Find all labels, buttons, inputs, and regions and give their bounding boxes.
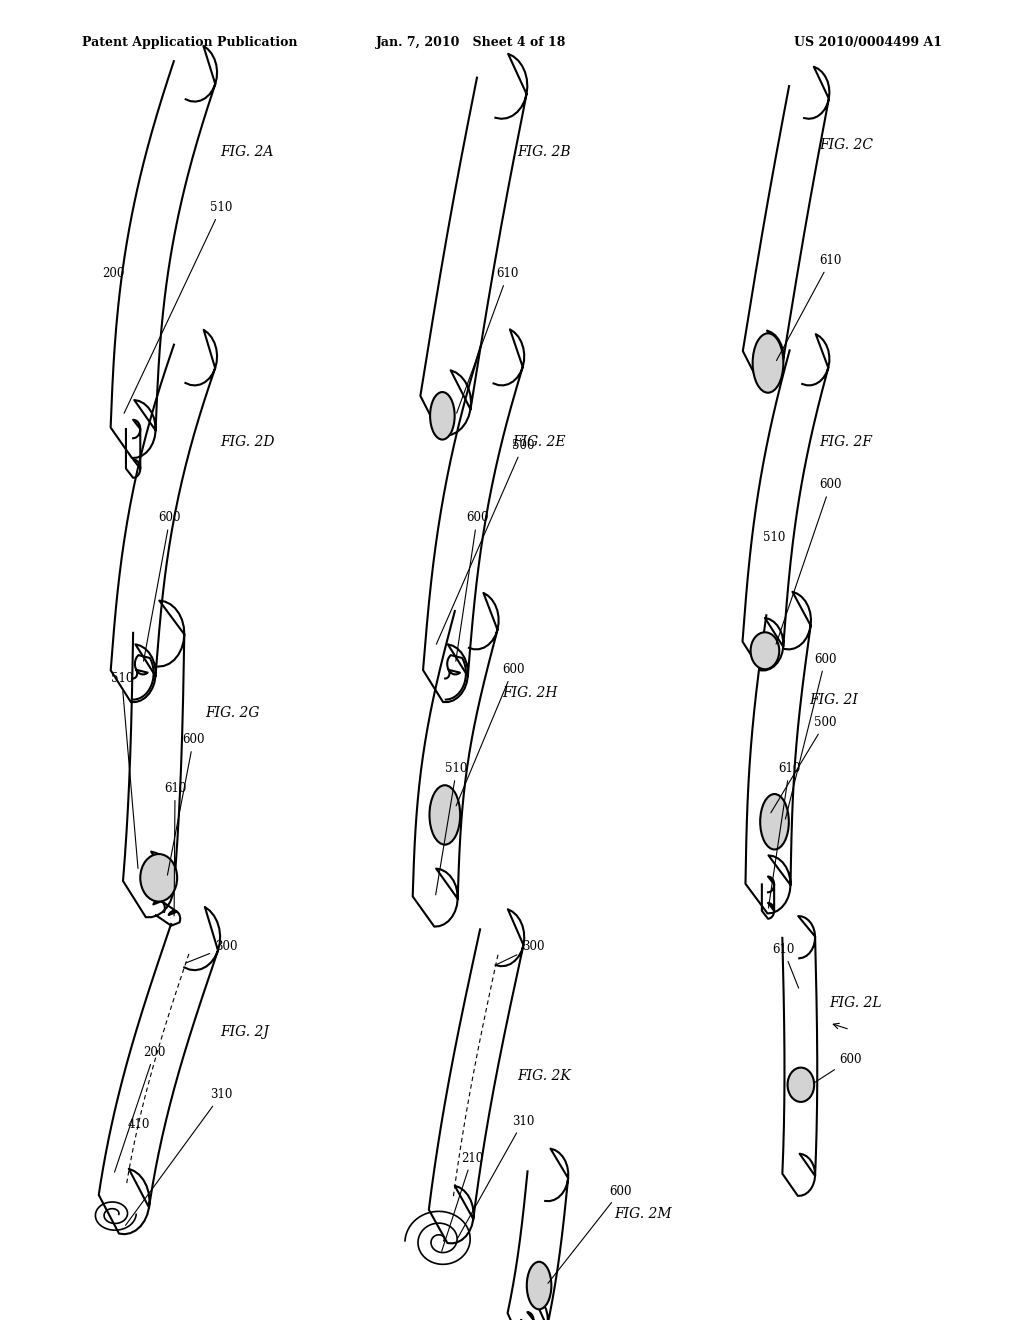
Text: 600: 600 [813,1052,862,1084]
Text: 600: 600 [785,652,837,818]
Text: 200: 200 [102,267,125,280]
Polygon shape [123,601,184,917]
Text: Jan. 7, 2010   Sheet 4 of 18: Jan. 7, 2010 Sheet 4 of 18 [376,36,566,49]
Polygon shape [111,330,217,702]
Ellipse shape [753,333,783,393]
Text: 300: 300 [185,940,238,964]
Polygon shape [508,1148,568,1320]
Text: 600: 600 [548,1184,632,1283]
Polygon shape [445,655,466,700]
Text: 510: 510 [124,201,232,413]
Text: Patent Application Publication: Patent Application Publication [82,36,297,49]
Text: US 2010/0004499 A1: US 2010/0004499 A1 [794,36,942,49]
Text: 510: 510 [763,531,785,544]
Text: 600: 600 [776,478,842,644]
Polygon shape [421,54,527,436]
Text: 510: 510 [111,672,138,869]
Text: 500: 500 [771,715,837,813]
Polygon shape [154,900,180,925]
Text: FIG. 2L: FIG. 2L [829,997,882,1010]
Circle shape [787,1068,814,1102]
Text: 310: 310 [458,1114,535,1238]
Polygon shape [111,46,217,458]
Text: 500: 500 [436,438,535,644]
Text: FIG. 2J: FIG. 2J [220,1026,269,1039]
Text: FIG. 2B: FIG. 2B [517,145,570,158]
Polygon shape [742,334,829,671]
Polygon shape [745,591,811,913]
Polygon shape [98,907,220,1234]
Polygon shape [521,1312,534,1320]
Ellipse shape [760,795,788,850]
Text: 610: 610 [768,762,801,908]
Text: 610: 610 [772,942,799,989]
Ellipse shape [430,392,455,440]
Text: FIG. 2K: FIG. 2K [517,1069,570,1082]
Circle shape [140,854,177,902]
Polygon shape [133,655,154,700]
Ellipse shape [526,1262,551,1309]
Polygon shape [413,593,499,927]
Text: 410: 410 [128,1118,151,1131]
Circle shape [751,632,779,669]
Text: FIG. 2I: FIG. 2I [809,693,858,706]
Polygon shape [742,67,829,383]
Text: FIG. 2A: FIG. 2A [220,145,273,158]
Polygon shape [782,916,817,1196]
Text: 600: 600 [143,511,181,661]
Text: 600: 600 [456,511,488,661]
Text: 510: 510 [435,762,468,895]
Text: 600: 600 [168,733,205,875]
Text: 200: 200 [115,1045,166,1172]
Text: 610: 610 [164,781,186,916]
Text: FIG. 2M: FIG. 2M [614,1208,672,1221]
Text: 300: 300 [497,940,545,965]
Polygon shape [429,909,524,1243]
Text: FIG. 2F: FIG. 2F [819,436,872,449]
Text: FIG. 2D: FIG. 2D [220,436,274,449]
Text: FIG. 2H: FIG. 2H [502,686,557,700]
Polygon shape [423,330,524,702]
Text: FIG. 2G: FIG. 2G [205,706,259,719]
Ellipse shape [429,785,460,845]
Text: 610: 610 [776,253,842,360]
Text: 600: 600 [456,663,524,805]
Text: FIG. 2E: FIG. 2E [512,436,565,449]
Text: 310: 310 [126,1088,232,1225]
Text: 210: 210 [441,1151,483,1251]
Text: 610: 610 [457,267,519,413]
Polygon shape [762,876,774,919]
Text: FIG. 2C: FIG. 2C [819,139,873,152]
Polygon shape [126,420,140,478]
